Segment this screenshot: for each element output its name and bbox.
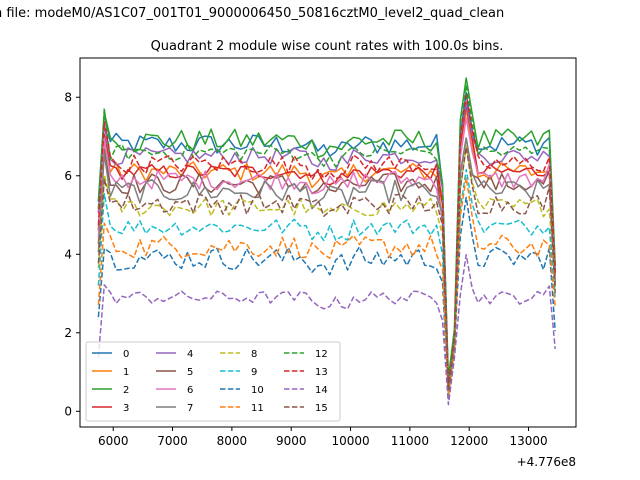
x-axis: 6000 7000 8000 9000 10000 11000 12000 13000 [98,427,548,448]
axes-frame [79,57,577,428]
legend-label-13: 13 [315,367,328,378]
legend-label-0: 0 [123,349,129,360]
legend-label-10: 10 [251,385,264,396]
chart-title: Quadrant 2 module wise count rates with … [151,39,504,54]
x-tick-label: 7000 [157,434,188,448]
series-line-11 [97,176,556,396]
series-line-7 [97,137,556,392]
legend-label-6: 6 [187,385,193,396]
y-tick-label: 6 [64,169,72,183]
x-tick-label: 9000 [276,434,307,448]
legend-label-9: 9 [251,367,257,378]
x-tick-label: 6000 [98,434,129,448]
legend-label-8: 8 [251,349,257,360]
series-line-2 [97,77,556,379]
series-line-13 [97,94,556,389]
legend-label-12: 12 [315,349,328,360]
legend-label-14: 14 [315,385,328,396]
series-line-1 [97,108,556,389]
x-tick-label: 11000 [391,434,429,448]
legend-label-11: 11 [251,403,264,414]
y-tick-label: 4 [64,247,72,261]
legend-box [85,341,341,422]
series-line-6 [97,117,556,390]
legend-label-3: 3 [123,403,129,414]
series-line-5 [97,137,556,395]
legend-label-4: 4 [187,349,193,360]
window-title: n file: modeM0/AS1C07_001T01_9000006450_… [0,6,504,21]
legend-label-7: 7 [187,403,193,414]
series-line-15 [97,146,556,392]
series-line-9 [97,168,556,396]
series-line-14 [97,253,556,406]
legend-label-2: 2 [123,385,129,396]
y-tick-label: 0 [64,404,72,418]
legend-label-5: 5 [187,367,193,378]
legend-label-1: 1 [123,367,129,378]
series-line-12 [97,84,556,385]
series-line-10 [97,196,556,402]
legend-label-15: 15 [315,403,328,414]
x-tick-label: 12000 [450,434,488,448]
series-layer [97,77,556,406]
x-offset-label: +4.776e8 [517,455,576,469]
x-tick-label: 8000 [217,434,248,448]
y-tick-label: 2 [64,326,72,340]
y-axis: 0 2 4 6 8 [64,90,80,418]
y-tick-label: 8 [64,90,72,104]
x-tick-label: 13000 [509,434,547,448]
x-tick-label: 10000 [331,434,369,448]
series-line-8 [97,145,556,397]
